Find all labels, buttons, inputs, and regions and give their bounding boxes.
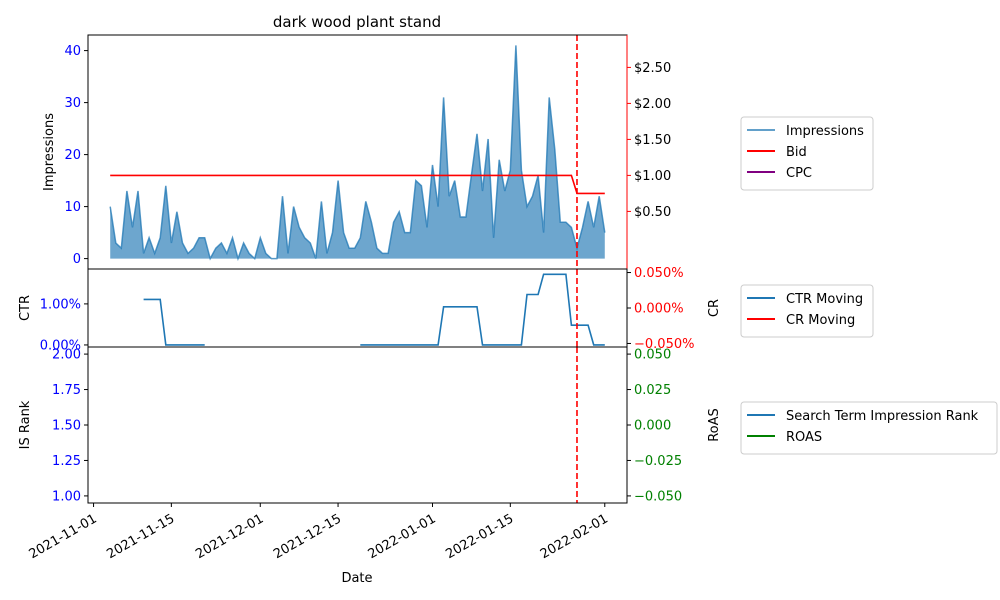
legend-label: ROAS xyxy=(786,430,822,445)
left-tick-label: 0 xyxy=(73,252,81,267)
right-tick-label: 0.050% xyxy=(634,266,684,281)
right-tick-label: 0.000% xyxy=(634,302,684,317)
x-tick-label: 2022-01-01 xyxy=(366,511,439,562)
left-tick-label: 20 xyxy=(64,148,81,163)
left-axis-label: CTR xyxy=(18,295,33,321)
legend-label: Search Term Impression Rank xyxy=(786,409,979,424)
legend-label: CR Moving xyxy=(786,313,855,328)
right-tick-label: −0.025 xyxy=(634,454,682,469)
x-tick-label: 2021-11-01 xyxy=(27,511,100,562)
x-tick-label: 2021-12-01 xyxy=(193,511,266,562)
legend-label: CTR Moving xyxy=(786,292,863,307)
panel-top-series xyxy=(109,45,606,262)
legend-label: CPC xyxy=(786,166,812,181)
left-axis-label: Impressions xyxy=(42,113,57,191)
left-tick-label: 30 xyxy=(64,96,81,111)
right-tick-label: −0.050 xyxy=(634,489,682,504)
left-tick-label: 10 xyxy=(64,200,81,215)
panel-middle-series xyxy=(143,273,605,346)
axis-layer: 0 10 20 30 40 $0.50 $1.00 $1.50 $2.00 $2.50 Impres… xyxy=(18,34,722,562)
chart-title: dark wood plant stand xyxy=(273,13,441,31)
right-tick-label: $2.50 xyxy=(634,61,671,76)
left-tick-label: 1.25 xyxy=(52,454,81,469)
ctr-moving-line-1 xyxy=(360,273,605,346)
left-axis-label: IS Rank xyxy=(18,400,33,449)
left-tick-label: 1.00% xyxy=(40,297,81,312)
ctr-moving-line-0 xyxy=(143,298,205,346)
right-tick-label: $0.50 xyxy=(634,205,671,220)
left-tick-label: 40 xyxy=(64,44,81,59)
left-tick-label: 0.00% xyxy=(40,338,81,353)
impressions-area xyxy=(110,45,605,259)
right-tick-label: $1.50 xyxy=(634,133,671,148)
left-tick-label: 2.00 xyxy=(52,348,81,363)
right-tick-label: −0.050% xyxy=(634,337,694,352)
plot-layer xyxy=(109,35,606,503)
x-tick-label: 2021-11-15 xyxy=(104,511,177,562)
bid-line-0 xyxy=(110,174,605,195)
right-tick-label: 0.050 xyxy=(634,348,671,363)
legend-box xyxy=(740,401,998,455)
panel-bottom-frame xyxy=(87,346,628,504)
x-tick-label: 2021-12-15 xyxy=(271,511,344,562)
legend-label: Bid xyxy=(786,145,807,160)
panel-middle-frame xyxy=(87,268,628,348)
x-axis-label: Date xyxy=(341,571,372,586)
legend-layer: Impressions Bid CPC CTR Moving CR Moving Sear… xyxy=(740,116,998,455)
impressions-line xyxy=(109,45,606,262)
right-tick-label: 0.025 xyxy=(634,383,671,398)
x-tick-label: 2022-02-01 xyxy=(538,511,611,562)
right-tick-label: $1.00 xyxy=(634,169,671,184)
right-axis-label: CR xyxy=(707,299,722,317)
x-tick-label: 2022-01-15 xyxy=(443,511,516,562)
left-tick-label: 1.50 xyxy=(52,419,81,434)
left-tick-label: 1.00 xyxy=(52,489,81,504)
right-tick-label: 0.000 xyxy=(634,419,671,434)
right-axis-label: RoAS xyxy=(707,408,722,442)
left-tick-label: 1.75 xyxy=(52,383,81,398)
right-tick-label: $2.00 xyxy=(634,97,671,112)
legend-label: Impressions xyxy=(786,124,864,139)
